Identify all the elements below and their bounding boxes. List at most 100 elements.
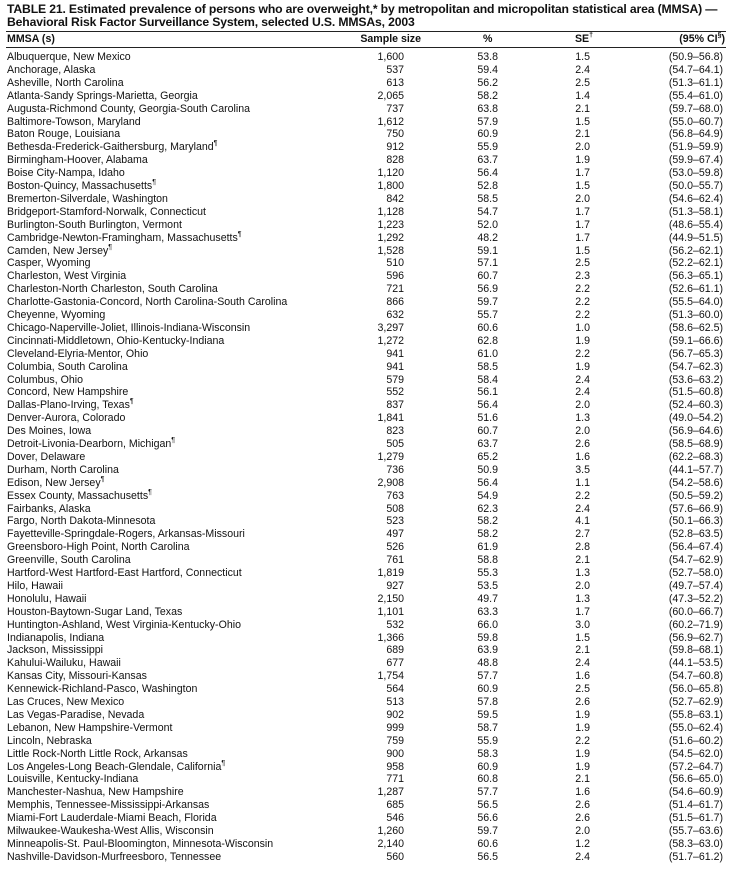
table-row: Houston-Baytown-Sugar Land, Texas 1,101 63… — [0, 606, 730, 619]
table-row: Asheville, North Carolina 613 56.2 2.5 (51.3… — [0, 77, 730, 90]
percent: 53.8 — [477, 51, 498, 63]
table-row: Anchorage, Alaska 537 59.4 2.4 (54.7–64.1) — [0, 64, 730, 77]
standard-error: 1.2 — [575, 837, 590, 850]
header-bottom-rule — [6, 47, 726, 48]
sample-size: 1,260 — [377, 825, 404, 837]
standard-error: 1.1 — [575, 476, 590, 489]
sample-size: 523 — [386, 515, 404, 528]
standard-error: 2.4 — [575, 850, 590, 863]
table-title: TABLE 21. Estimated prevalence of person… — [7, 3, 727, 29]
column-header-sample-size: Sample size — [360, 33, 421, 45]
confidence-interval: (57.6–66.9) — [668, 502, 723, 515]
footnote-mark: ¶ — [213, 140, 218, 148]
header-top-rule — [6, 31, 726, 32]
table-row: Charleston, West Virginia 596 60.7 2.3 (56.3… — [0, 270, 730, 283]
mmsa-name: Durham, North Carolina — [7, 463, 119, 476]
percent: 60.6 — [477, 837, 498, 850]
confidence-interval: (56.6–65.0) — [668, 773, 723, 786]
sample-size: 737 — [386, 102, 404, 115]
table-row: Charlotte-Gastonia-Concord, North Caroli… — [0, 296, 730, 309]
table-row: Dover, Delaware 1,279 65.2 1.6 (62.2–68.3) — [0, 451, 730, 464]
percent: 62.3 — [477, 502, 498, 515]
mmsa-name: Denver-Aurora, Colorado — [7, 412, 126, 425]
table-row: Las Vegas-Paradise, Nevada 902 59.5 1.9 (55.… — [0, 709, 730, 722]
confidence-interval: (49.7–57.4) — [668, 579, 723, 592]
standard-error: 2.6 — [575, 696, 590, 708]
standard-error: 1.9 — [575, 360, 590, 373]
mmsa-name: Dover, Delaware — [7, 450, 86, 463]
mmsa-name: Greensboro-High Point, North Carolina — [7, 541, 190, 554]
percent: 53.5 — [477, 579, 498, 592]
percent: 59.5 — [477, 708, 498, 721]
mmsa-name: Kahului-Wailuku, Hawaii — [7, 657, 121, 670]
mmsa-name: Milwaukee-Waukesha-West Allis, Wisconsin — [7, 825, 214, 837]
confidence-interval: (47.3–52.2) — [668, 592, 723, 605]
ci-footnote-mark: § — [717, 32, 722, 39]
percent: 56.1 — [477, 386, 498, 399]
footnote-mark: ¶ — [152, 179, 156, 186]
mmsa-name: Memphis, Tennessee-Mississippi-Arkansas — [7, 799, 210, 812]
standard-error: 3.0 — [575, 618, 590, 631]
percent: 65.2 — [477, 450, 498, 463]
table-row: Cincinnati-Middletown, Ohio-Kentucky-Ind… — [0, 335, 730, 348]
column-header-percent: % — [483, 33, 493, 45]
ci-label-close: ) — [721, 33, 725, 45]
table-row: Indianapolis, Indiana 1,366 59.8 1.5 (56.9–6… — [0, 632, 730, 645]
sample-size: 1,292 — [377, 231, 404, 244]
percent: 57.9 — [477, 115, 498, 128]
percent: 63.8 — [477, 102, 498, 115]
percent: 61.9 — [477, 541, 498, 554]
standard-error: 2.4 — [575, 657, 590, 670]
sample-size: 677 — [386, 657, 404, 670]
table-row: Durham, North Carolina 736 50.9 3.5 (44.1–57… — [0, 464, 730, 477]
table-title-line-1: TABLE 21. Estimated prevalence of person… — [7, 2, 718, 16]
percent: 52.8 — [477, 180, 498, 192]
table-row: Bridgeport-Stamford-Norwalk, Connecticut… — [0, 206, 730, 219]
mmsa-name: Los Angeles-Long Beach-Glendale, Califor… — [7, 760, 225, 774]
standard-error: 2.4 — [575, 386, 590, 399]
standard-error: 1.7 — [575, 205, 590, 218]
table-row: Greensboro-High Point, North Carolina 526… — [0, 541, 730, 554]
standard-error: 1.9 — [575, 747, 590, 760]
standard-error: 1.5 — [575, 244, 590, 257]
standard-error: 2.8 — [575, 541, 590, 554]
confidence-interval: (54.2–58.6) — [668, 476, 723, 489]
standard-error: 1.3 — [575, 567, 590, 579]
confidence-interval: (55.5–64.0) — [668, 296, 723, 309]
mmsa-name: Fayetteville-Springdale-Rogers, Arkansas… — [7, 528, 245, 541]
percent: 59.8 — [477, 631, 498, 644]
table-row: Boise City-Nampa, Idaho 1,120 56.4 1.7 (53.0… — [0, 167, 730, 180]
table-row: Nashville-Davidson-Murfreesboro, Tenness… — [0, 851, 730, 864]
table-row: Minneapolis-St. Paul-Bloomington, Minnes… — [0, 838, 730, 851]
footnote-mark: ¶ — [171, 437, 176, 444]
standard-error: 2.4 — [575, 63, 590, 76]
mmsa-name: Cheyenne, Wyoming — [7, 309, 106, 321]
percent: 56.9 — [477, 283, 498, 296]
confidence-interval: (44.1–53.5) — [668, 657, 723, 670]
mmsa-name: Boise City-Nampa, Idaho — [7, 167, 125, 180]
percent: 54.7 — [477, 205, 498, 218]
confidence-interval: (59.8–68.1) — [668, 644, 723, 657]
table-row: Jackson, Mississippi 689 63.9 2.1 (59.8–68.1… — [0, 644, 730, 657]
standard-error: 1.0 — [575, 321, 590, 334]
table-row: Detroit-Livonia-Dearborn, Michigan¶ 505 63… — [0, 437, 730, 451]
sample-size: 866 — [386, 296, 404, 309]
table-row: Hartford-West Hartford-East Hartford, Co… — [0, 567, 730, 580]
confidence-interval: (54.7–62.3) — [668, 360, 723, 373]
percent: 52.0 — [477, 218, 498, 231]
mmsa-name: Miami-Fort Lauderdale-Miami Beach, Flori… — [7, 812, 217, 825]
mmsa-name: Nashville-Davidson-Murfreesboro, Tenness… — [7, 850, 222, 863]
mmsa-name-text: Cambridge-Newton-Framingham, Massachuset… — [7, 231, 238, 244]
table-row: Chicago-Naperville-Joliet, Illinois-Indi… — [0, 322, 730, 335]
table-row: Columbia, South Carolina 941 58.5 1.9 (54.7–… — [0, 361, 730, 374]
confidence-interval: (56.9–64.6) — [668, 425, 723, 438]
percent: 59.7 — [477, 296, 498, 309]
ci-label: (95% CI — [679, 33, 718, 45]
percent: 54.9 — [477, 489, 498, 502]
standard-error: 1.3 — [575, 412, 590, 425]
standard-error: 1.5 — [575, 631, 590, 644]
table-row: Fairbanks, Alaska 508 62.3 2.4 (57.6–66.9) — [0, 503, 730, 516]
mmsa-name: Dallas-Plano-Irving, Texas¶ — [7, 398, 134, 412]
standard-error: 1.7 — [575, 605, 590, 618]
table-row: Kahului-Wailuku, Hawaii 677 48.8 2.4 (44.1–5… — [0, 657, 730, 670]
